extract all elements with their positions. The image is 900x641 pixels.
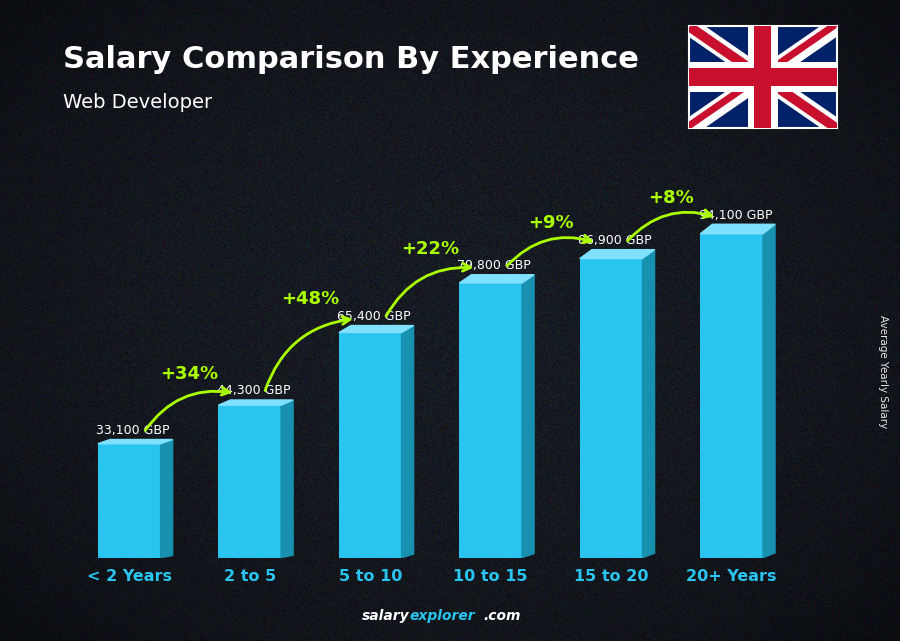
Text: 65,400 GBP: 65,400 GBP [337, 310, 410, 323]
Text: Web Developer: Web Developer [63, 93, 212, 112]
Bar [98, 444, 160, 558]
Polygon shape [522, 275, 534, 558]
Polygon shape [219, 400, 293, 405]
Text: 79,800 GBP: 79,800 GBP [457, 259, 531, 272]
Bar [688, 68, 837, 86]
Text: .com: .com [483, 610, 521, 624]
Bar [748, 26, 778, 128]
Bar [688, 62, 837, 92]
Bar [339, 333, 401, 558]
Text: explorer: explorer [410, 610, 475, 624]
Text: 33,100 GBP: 33,100 GBP [96, 424, 169, 437]
Text: Salary Comparison By Experience: Salary Comparison By Experience [63, 45, 639, 74]
Polygon shape [281, 400, 293, 558]
Text: salary: salary [362, 610, 410, 624]
Bar [580, 258, 643, 558]
Polygon shape [643, 249, 654, 558]
Text: +9%: +9% [528, 215, 574, 233]
Text: 86,900 GBP: 86,900 GBP [578, 234, 652, 247]
Polygon shape [580, 249, 654, 258]
Polygon shape [401, 326, 414, 558]
Bar [700, 234, 763, 558]
Text: +8%: +8% [649, 189, 694, 207]
Text: Average Yearly Salary: Average Yearly Salary [878, 315, 887, 428]
Text: +22%: +22% [401, 240, 460, 258]
Polygon shape [459, 275, 534, 283]
Bar [754, 26, 771, 128]
Polygon shape [763, 224, 775, 558]
Text: +48%: +48% [281, 290, 339, 308]
Polygon shape [339, 326, 414, 333]
Polygon shape [160, 440, 173, 558]
Bar [219, 405, 281, 558]
Text: +34%: +34% [160, 365, 219, 383]
Text: 44,300 GBP: 44,300 GBP [217, 384, 290, 397]
Polygon shape [98, 440, 173, 444]
Bar [459, 283, 522, 558]
Polygon shape [700, 224, 775, 234]
Text: 94,100 GBP: 94,100 GBP [698, 208, 772, 222]
